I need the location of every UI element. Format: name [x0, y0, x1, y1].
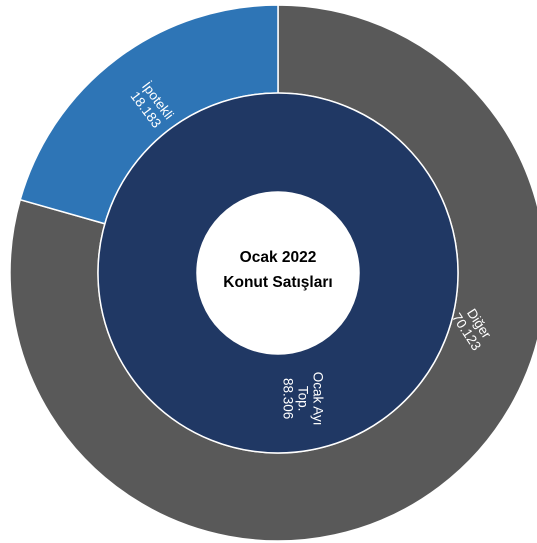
inner-label-0: Ocak AyıTop.88.306 [280, 372, 325, 426]
center-hole [197, 192, 359, 354]
chart-title-line-1: Ocak 2022 [240, 249, 317, 266]
chart-title-line-2: Konut Satışları [223, 274, 332, 291]
